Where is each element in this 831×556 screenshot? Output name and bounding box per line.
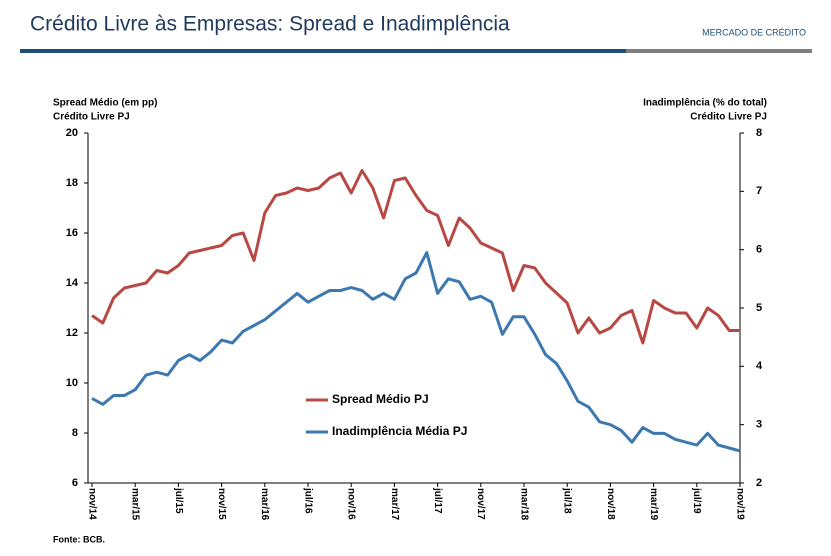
x-tick-label: mar/16 <box>259 488 270 521</box>
y-tick-label: 12 <box>66 327 78 339</box>
page-title: Crédito Livre às Empresas: Spread e Inad… <box>30 13 510 36</box>
x-tick-label: mar/18 <box>518 488 529 521</box>
x-tick-label: jul/17 <box>432 487 443 514</box>
y-tick-label: 18 <box>66 177 78 189</box>
x-tick-label: mar/15 <box>130 488 141 521</box>
x-tick-label: nov/16 <box>346 488 357 520</box>
y-tick-label: 14 <box>66 277 79 289</box>
y-axis-title: Crédito Livre PJ <box>53 112 130 123</box>
y2-tick-label: 2 <box>756 477 762 489</box>
y-tick-label: 6 <box>72 477 78 489</box>
legend-label: Inadimplência Média PJ <box>332 424 467 438</box>
x-tick-label: jul/19 <box>691 487 702 514</box>
y-tick-label: 10 <box>66 377 78 389</box>
y2-tick-label: 8 <box>756 127 762 139</box>
y2-axis-title: Inadimplência (% do total) <box>643 98 767 109</box>
y2-axis-title: Crédito Livre PJ <box>690 112 767 123</box>
x-tick-label: nov/18 <box>605 488 616 520</box>
y2-tick-label: 5 <box>756 302 762 314</box>
x-tick-label: jul/16 <box>302 487 313 514</box>
y-tick-label: 8 <box>72 427 78 439</box>
y2-tick-label: 3 <box>756 419 762 431</box>
series-line <box>91 169 740 345</box>
y-axis-title: Spread Médio (em pp) <box>53 98 157 109</box>
source-note: Fonte: BCB. <box>53 534 105 544</box>
x-tick-label: jul/18 <box>562 487 573 514</box>
x-tick-label: nov/15 <box>216 488 227 520</box>
y2-tick-label: 7 <box>756 185 762 197</box>
x-tick-label: jul/15 <box>173 487 184 514</box>
series-line <box>91 251 741 453</box>
legend-label: Spread Médio PJ <box>332 392 429 406</box>
x-tick-label: nov/17 <box>475 488 486 520</box>
x-tick-label: mar/19 <box>648 488 659 521</box>
y2-tick-label: 6 <box>756 244 762 256</box>
header-bar <box>20 49 626 53</box>
header-bar-gray <box>626 49 812 53</box>
x-tick-label: mar/17 <box>389 488 400 521</box>
section-label: MERCADO DE CRÉDITO <box>702 27 806 37</box>
y-tick-label: 16 <box>66 227 78 239</box>
x-tick-label: nov/14 <box>86 488 97 520</box>
y2-tick-label: 4 <box>756 360 763 372</box>
y-tick-label: 20 <box>66 127 78 139</box>
x-tick-label: nov/19 <box>734 488 745 520</box>
